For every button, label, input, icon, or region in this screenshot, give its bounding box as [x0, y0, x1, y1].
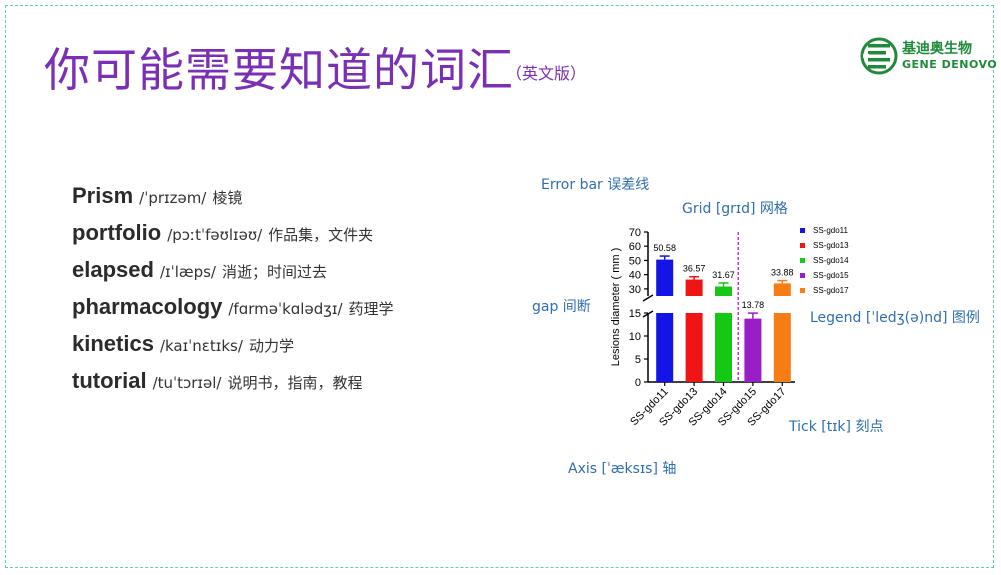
- vocab-row-portfolio: portfolio /pɔːtˈfəʊlɪəʊ/ 作品集，文件夹: [72, 220, 394, 257]
- vocab-phonetic: /ˈprɪzəm/: [139, 189, 207, 207]
- vocab-word: pharmacology: [72, 294, 223, 319]
- vocab-word: Prism: [72, 183, 134, 208]
- slide-frame: [5, 5, 994, 568]
- bar: [715, 313, 732, 382]
- vocab-word: portfolio: [72, 220, 162, 245]
- bar-chart: 30 40 50 60 70 0 5 10 15 Lesions diameter ( mm ) 5…: [610, 226, 849, 429]
- y-tick-label: 5: [635, 354, 641, 366]
- bar: [656, 313, 674, 382]
- vocab-word: kinetics: [72, 331, 154, 356]
- legend-swatch: [800, 273, 805, 278]
- vocab-meaning: 药理学: [348, 300, 394, 318]
- vocab-meaning: 消逝；时间过去: [221, 263, 327, 281]
- page-title: 你可能需要知道的词汇: [44, 43, 514, 97]
- annotation-grid: Grid [grɪd] 网格: [682, 201, 788, 217]
- legend-swatch: [800, 288, 805, 293]
- legend-swatch: [800, 243, 805, 248]
- vocab-meaning: 动力学: [248, 337, 294, 355]
- legend-label: SS-gdo17: [813, 286, 849, 295]
- y-tick-label: 30: [629, 284, 641, 296]
- bar: [773, 283, 791, 296]
- data-label: 31.67: [712, 270, 735, 280]
- logo-text-en: GENE DENOVO: [902, 58, 998, 71]
- y-tick-label: 70: [629, 227, 641, 239]
- vocab-word: elapsed: [72, 257, 154, 282]
- legend-label: SS-gdo13: [813, 241, 849, 250]
- annotation-tick: Tick [tɪk] 刻点: [789, 419, 884, 435]
- axis-break-mark: [642, 310, 654, 318]
- y-tick-label: 50: [629, 255, 641, 267]
- gene-denovo-logo-icon: [860, 37, 898, 75]
- bar: [685, 313, 703, 382]
- y-tick-label: 0: [635, 377, 641, 389]
- y-tick-label: 60: [629, 241, 641, 253]
- bar: [744, 318, 762, 382]
- vocab-phonetic: /tuˈtɔrɪəl/: [152, 374, 222, 392]
- annotation-error-bar: Error bar 误差线: [541, 177, 650, 193]
- annotation-legend: Legend [ˈledʒ(ə)nd] 图例: [810, 310, 980, 326]
- legend-swatch: [800, 258, 805, 263]
- vocab-meaning: 说明书，指南，教程: [227, 374, 363, 392]
- vocab-row-elapsed: elapsed /ɪˈlæps/ 消逝；时间过去: [72, 257, 394, 294]
- bar: [773, 313, 791, 382]
- legend-label: SS-gdo14: [813, 256, 849, 265]
- vocab-meaning: 作品集，文件夹: [268, 226, 374, 244]
- vocab-phonetic: /kaɪˈnɛtɪks/: [159, 337, 243, 355]
- bar: [715, 286, 732, 296]
- y-tick-label: 40: [629, 270, 641, 282]
- vocab-phonetic: /pɔːtˈfəʊlɪəʊ/: [167, 226, 263, 244]
- vocab-meaning: 棱镜: [212, 189, 243, 207]
- company-logo: 基迪奥生物 GENE DENOVO: [860, 34, 997, 78]
- vocab-row-prism: Prism /ˈprɪzəm/ 棱镜: [72, 183, 394, 220]
- data-label: 13.78: [742, 300, 765, 310]
- annotation-gap: gap 间断: [532, 299, 591, 315]
- legend-label: SS-gdo11: [813, 226, 849, 235]
- data-label: 50.58: [653, 243, 676, 253]
- vocab-row-tutorial: tutorial /tuˈtɔrɪəl/ 说明书，指南，教程: [72, 368, 394, 405]
- data-label: 36.57: [683, 264, 706, 274]
- vocab-row-kinetics: kinetics /kaɪˈnɛtɪks/ 动力学: [72, 331, 394, 368]
- vocabulary-list: Prism /ˈprɪzəm/ 棱镜 portfolio /pɔːtˈfəʊlɪ…: [72, 183, 394, 405]
- legend-label: SS-gdo15: [813, 271, 849, 280]
- logo-text-cn: 基迪奥生物: [902, 41, 972, 57]
- bar: [685, 279, 703, 296]
- annotation-axis: Axis [ˈæksɪs] 轴: [568, 461, 677, 477]
- y-tick-label: 15: [629, 308, 641, 320]
- vocab-row-pharmacology: pharmacology /fɑrməˈkɑlədʒɪ/ 药理学: [72, 294, 394, 331]
- bar: [656, 259, 674, 296]
- legend-swatch: [800, 228, 805, 233]
- data-label: 33.88: [771, 268, 794, 278]
- vocab-word: tutorial: [72, 368, 147, 393]
- y-tick-label: 10: [629, 331, 641, 343]
- vocab-phonetic: /ɪˈlæps/: [159, 263, 216, 281]
- page-subtitle: （英文版）: [506, 64, 587, 83]
- vocab-phonetic: /fɑrməˈkɑlədʒɪ/: [228, 300, 343, 318]
- y-axis-label: Lesions diameter ( mm ): [610, 248, 622, 367]
- axis-break-mark: [642, 294, 654, 302]
